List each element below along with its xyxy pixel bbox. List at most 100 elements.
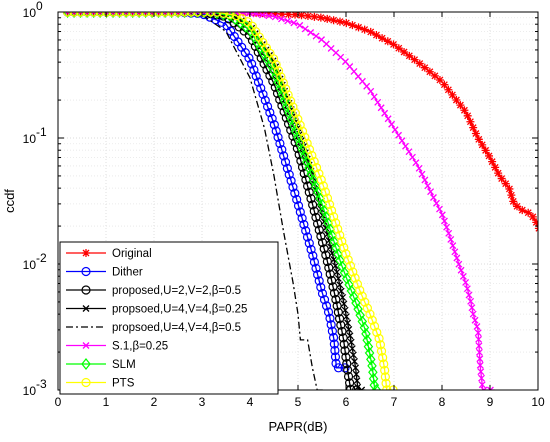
point-marker [309, 257, 320, 267]
point-marker [306, 244, 316, 255]
point-marker [415, 59, 424, 68]
point-marker [306, 168, 316, 181]
point-marker [108, 12, 118, 17]
point-marker [247, 59, 257, 69]
point-marker [329, 16, 338, 25]
point-marker [307, 29, 315, 36]
point-marker [326, 320, 336, 330]
point-marker [391, 126, 399, 134]
point-marker [395, 131, 403, 139]
point-marker [339, 266, 350, 279]
point-marker [82, 305, 90, 312]
point-marker [180, 12, 190, 17]
x-tick-label: 1 [103, 395, 110, 409]
point-marker [335, 230, 345, 240]
point-marker [278, 15, 285, 23]
series-6 [62, 12, 382, 390]
point-marker [269, 120, 279, 130]
point-marker [278, 12, 287, 19]
point-marker [360, 297, 370, 307]
point-marker [457, 266, 465, 274]
point-marker [285, 96, 296, 106]
point-marker [147, 12, 157, 17]
point-marker [252, 12, 260, 18]
point-marker [478, 374, 485, 382]
point-marker [256, 53, 266, 63]
point-marker [459, 272, 467, 280]
point-marker [75, 12, 86, 18]
point-marker [402, 142, 409, 150]
point-marker [463, 111, 472, 120]
point-marker [394, 44, 403, 53]
point-marker [167, 12, 177, 17]
point-marker [491, 163, 500, 172]
point-marker [318, 181, 328, 191]
point-marker [379, 359, 389, 369]
point-marker [288, 182, 298, 192]
point-marker [128, 12, 138, 17]
point-marker [364, 347, 375, 360]
point-marker [445, 229, 453, 237]
legend-label: S.1,β=0.25 [112, 341, 168, 353]
point-marker [359, 321, 370, 334]
point-marker [501, 179, 510, 188]
point-marker [343, 255, 353, 265]
point-marker [121, 12, 131, 17]
legend-box [59, 241, 279, 395]
point-marker [471, 316, 479, 324]
point-marker [377, 104, 385, 112]
point-marker [380, 372, 390, 382]
point-marker [368, 372, 379, 385]
point-marker [101, 12, 112, 18]
point-marker [348, 267, 358, 277]
point-marker [518, 206, 527, 215]
point-marker [340, 363, 350, 373]
point-marker [166, 12, 177, 18]
point-marker [367, 359, 377, 372]
y-tick-label: 10 [23, 132, 37, 146]
point-marker [206, 12, 216, 17]
point-marker [478, 381, 486, 389]
point-marker [444, 85, 453, 94]
point-marker [475, 348, 483, 356]
point-marker [316, 13, 325, 22]
point-marker [388, 385, 398, 390]
point-marker [76, 12, 86, 17]
point-marker [316, 282, 326, 292]
point-marker [354, 383, 362, 390]
y-axis-label: ccdf [2, 189, 17, 213]
point-marker [297, 12, 306, 20]
point-marker [375, 340, 386, 350]
point-marker [81, 377, 91, 388]
point-marker [309, 156, 319, 167]
point-marker [291, 12, 300, 19]
x-tick-label: 9 [487, 395, 494, 409]
point-marker [425, 67, 434, 76]
point-marker [468, 304, 476, 312]
point-marker [304, 238, 314, 248]
point-marker [341, 352, 351, 362]
legend-label: Original [112, 248, 152, 260]
point-marker [342, 272, 352, 285]
point-marker [380, 365, 390, 376]
point-marker [288, 102, 298, 112]
point-marker [199, 12, 209, 17]
point-marker [218, 12, 229, 18]
point-marker [342, 18, 351, 27]
legend-entry: SLM [66, 358, 136, 371]
point-marker [374, 98, 382, 106]
point-marker [265, 107, 275, 118]
point-marker [488, 157, 497, 166]
point-marker [365, 309, 375, 319]
legend-label: Dither [112, 267, 143, 279]
point-marker [342, 313, 350, 321]
point-marker [505, 184, 514, 193]
point-marker [360, 25, 369, 34]
point-marker [383, 37, 392, 46]
point-marker [341, 306, 349, 314]
point-marker [244, 53, 254, 63]
point-marker [319, 295, 330, 305]
point-marker [475, 335, 483, 343]
point-marker [303, 12, 312, 21]
point-marker [302, 232, 313, 242]
